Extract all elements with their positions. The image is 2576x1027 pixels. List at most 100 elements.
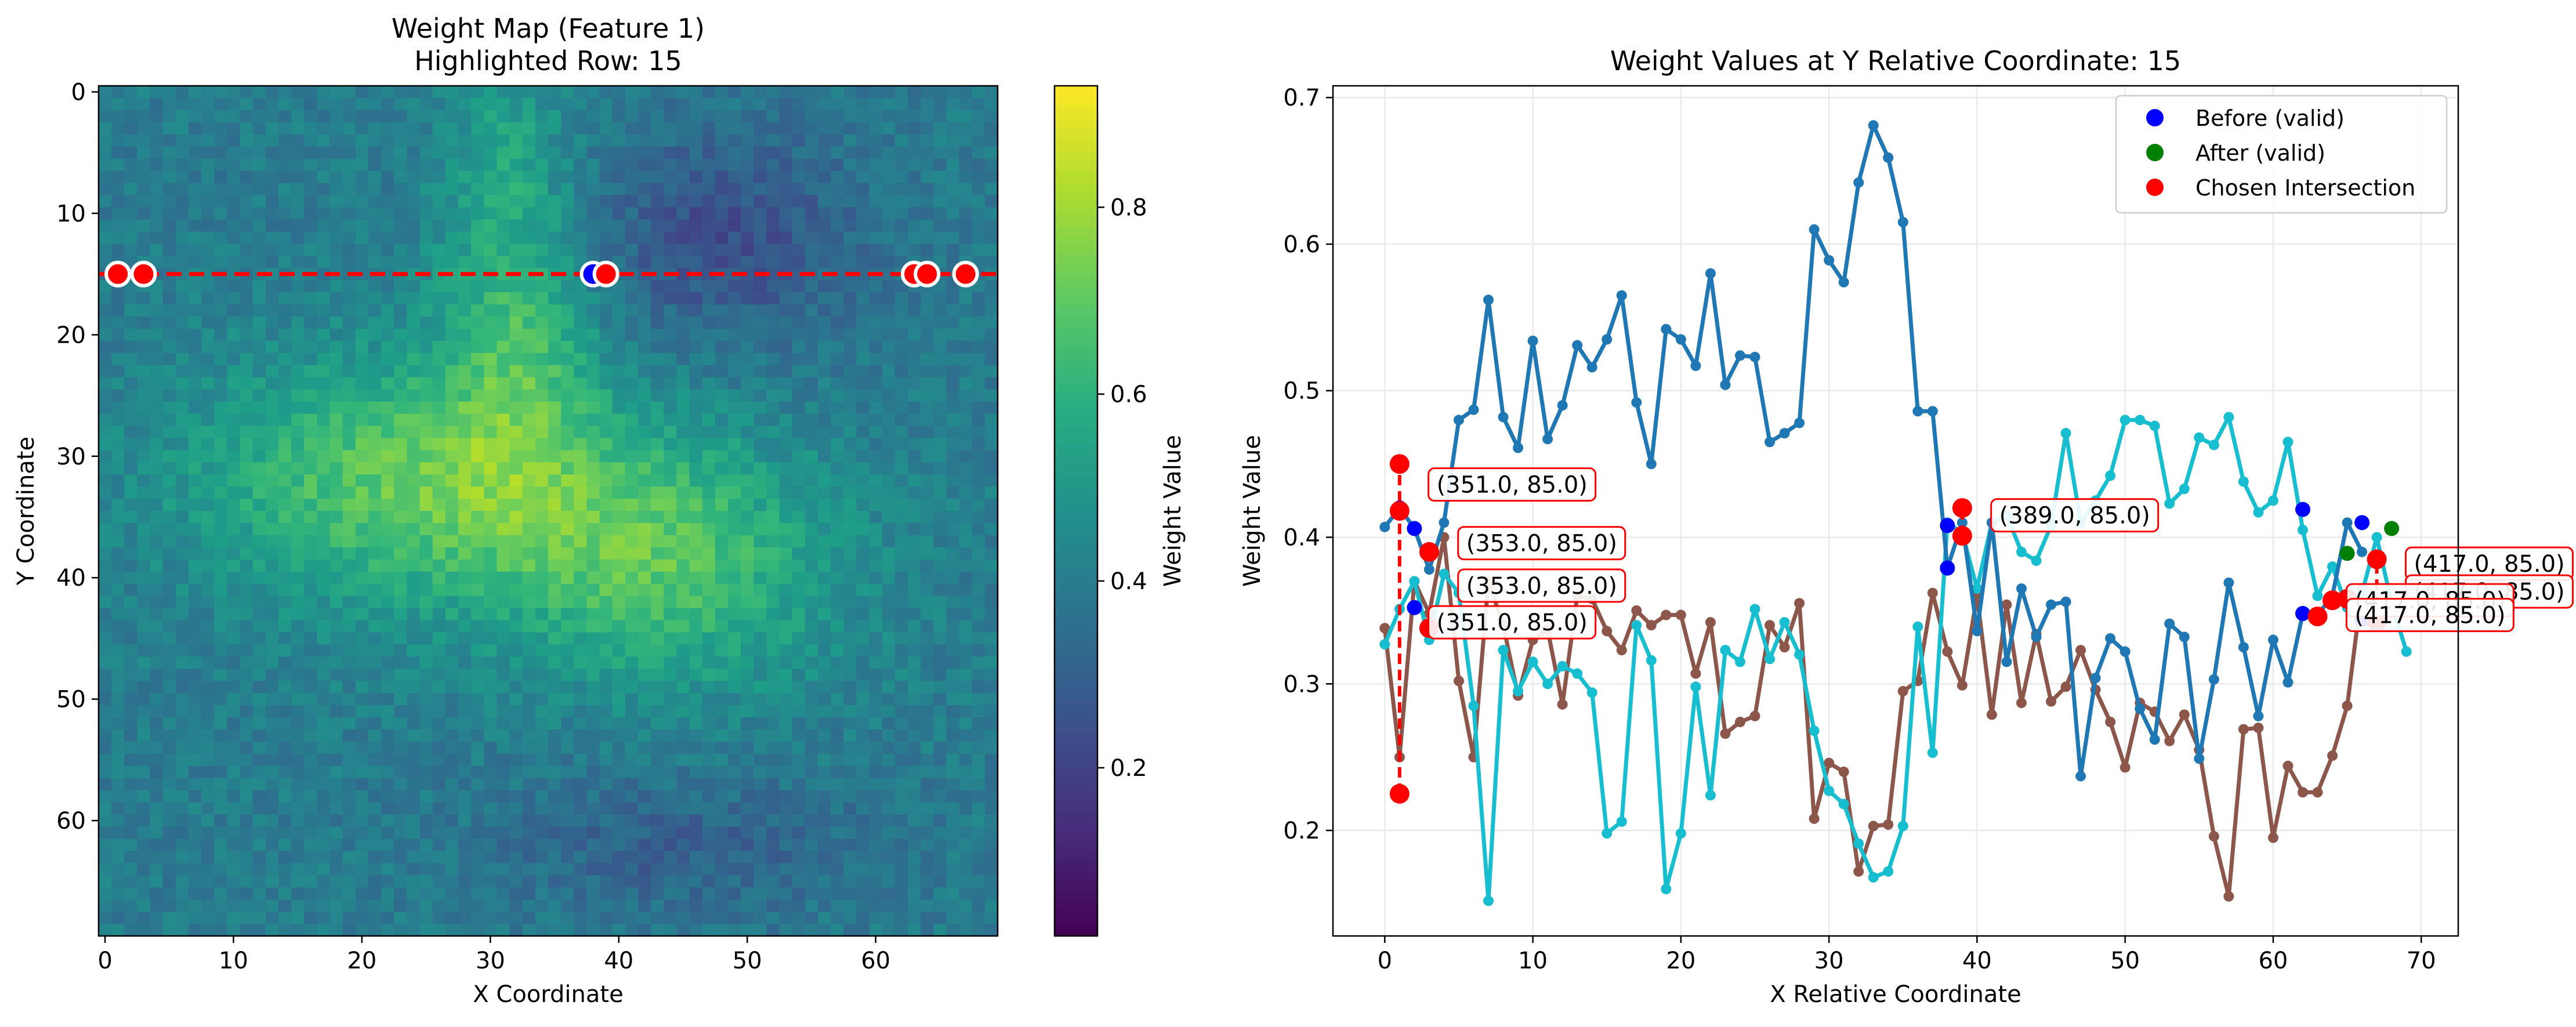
heatmap-cell	[574, 207, 588, 220]
heatmap-cell	[856, 644, 870, 657]
heatmap-cell	[766, 535, 780, 548]
heatmap-cell	[959, 110, 973, 123]
heatmap-cell	[291, 753, 305, 767]
heatmap-cell	[329, 487, 343, 499]
heatmap-cell	[317, 158, 331, 172]
heatmap-cell	[805, 535, 818, 548]
heatmap-cell	[882, 559, 896, 572]
heatmap-cell	[779, 790, 793, 803]
heatmap-cell	[933, 863, 947, 876]
heatmap-cell	[894, 839, 908, 851]
heatmap-cell	[728, 778, 741, 791]
heatmap-cell	[394, 839, 408, 851]
heatmap-cell	[535, 839, 549, 851]
heatmap-cell	[856, 207, 870, 220]
heatmap-cell	[959, 729, 973, 742]
heatmap-cell	[818, 183, 831, 196]
heatmap-cell	[818, 899, 831, 912]
heatmap-cell	[548, 304, 561, 317]
heatmap-cell	[162, 244, 176, 256]
heatmap-cell	[586, 924, 600, 937]
heatmap-cell	[921, 924, 934, 937]
heatmap-cell	[882, 669, 896, 681]
heatmap-cell	[137, 474, 151, 487]
heatmap-cell	[201, 183, 215, 196]
heatmap-cell	[227, 547, 241, 560]
heatmap-cell	[651, 522, 664, 536]
heatmap-cell	[175, 522, 189, 536]
heatmap-cell	[189, 887, 202, 900]
heatmap-cell	[175, 365, 189, 378]
heatmap-cell	[664, 377, 677, 390]
heatmap-cell	[843, 353, 857, 366]
heatmap-cell	[189, 146, 202, 159]
heatmap-cell	[484, 802, 498, 815]
heatmap-cell	[843, 340, 857, 354]
heatmap-cell	[240, 765, 253, 779]
heatmap-cell	[984, 438, 998, 451]
heatmap-cell	[651, 122, 664, 135]
heatmap-cell	[984, 256, 998, 268]
heatmap-cell	[651, 450, 664, 463]
heatmap-cell	[150, 353, 164, 366]
heatmap-cell	[856, 924, 870, 937]
heatmap-cell	[831, 632, 844, 645]
heatmap-cell	[984, 353, 998, 366]
heatmap-cell	[317, 353, 331, 366]
heatmap-cell	[599, 401, 613, 415]
heatmap-cell	[625, 851, 639, 863]
heatmap-cell	[342, 717, 356, 730]
heatmap-cell	[189, 839, 202, 851]
line-series	[1379, 120, 2412, 906]
heatmap-cell	[792, 292, 806, 305]
heatmap-cell	[651, 753, 664, 767]
heatmap-cell	[124, 717, 138, 730]
heatmap-cell	[317, 377, 331, 390]
heatmap-cell	[458, 669, 472, 681]
heatmap-cell	[664, 146, 677, 159]
heatmap-cell	[240, 729, 253, 742]
heatmap-cell	[329, 316, 343, 329]
heatmap-cell	[715, 401, 729, 415]
heatmap-cell	[419, 851, 433, 863]
heatmap-cell	[921, 462, 934, 475]
heatmap-cell	[227, 583, 241, 597]
heatmap-cell	[689, 632, 703, 645]
heatmap-cell	[869, 292, 883, 305]
heatmap-cell	[522, 522, 536, 536]
heatmap-cell	[304, 644, 318, 657]
heatmap-cell	[432, 256, 446, 268]
heatmap-cell	[753, 474, 767, 487]
heatmap-cell	[561, 316, 574, 329]
heatmap-cell	[741, 875, 754, 888]
heatmap-cell	[586, 899, 600, 912]
heatmap-cell	[458, 365, 472, 378]
heatmap-cell	[278, 839, 292, 851]
heatmap-cell	[471, 462, 484, 475]
heatmap-cell	[214, 280, 228, 293]
heatmap-cell	[574, 462, 588, 475]
heatmap-cell	[689, 170, 703, 184]
heatmap-cell	[638, 110, 651, 123]
heatmap-cell	[728, 644, 741, 657]
heatmap-cell	[664, 413, 677, 426]
heatmap-cell	[818, 851, 831, 863]
heatmap-cell	[984, 340, 998, 354]
heatmap-cell	[278, 110, 292, 123]
heatmap-cell	[972, 474, 986, 487]
heatmap-cell	[561, 802, 574, 815]
heatmap-cell	[407, 596, 421, 609]
heatmap-cell	[150, 377, 164, 390]
heatmap-cell	[189, 183, 202, 196]
heatmap-cell	[715, 316, 729, 329]
heatmap-cell	[921, 571, 934, 585]
heatmap-cell	[317, 778, 331, 791]
heatmap-cell	[509, 814, 523, 828]
heatmap-cell	[741, 340, 754, 354]
heatmap-cell	[702, 353, 716, 366]
heatmap-cell	[831, 511, 844, 524]
heatmap-cell	[381, 681, 394, 694]
heatmap-cell	[921, 912, 934, 924]
heatmap-cell	[522, 511, 536, 524]
heatmap-cell	[240, 86, 253, 99]
